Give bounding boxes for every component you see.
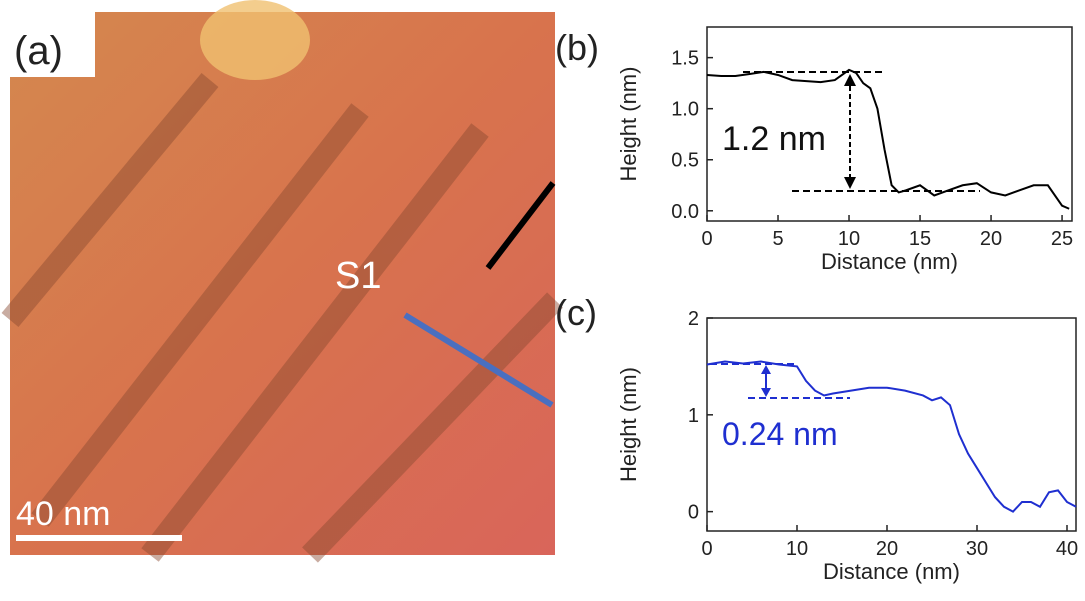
- x-tick-label: 25: [1051, 228, 1073, 250]
- x-tick-label: 10: [838, 228, 860, 250]
- scale-bar-label: 40 nm: [16, 495, 111, 533]
- y-axis-label: Height (nm): [616, 67, 641, 182]
- y-axis-label: Height (nm): [616, 367, 641, 482]
- panel-label: (b): [555, 27, 599, 68]
- x-tick-label: 15: [909, 228, 931, 250]
- figure: (a) S1 40 nm (b)05101520250.00.51.01.5Di…: [0, 0, 1085, 596]
- x-axis-label: Distance (nm): [821, 249, 958, 274]
- y-tick-label: 0: [688, 502, 699, 524]
- x-axis-label: Distance (nm): [823, 559, 960, 584]
- line-label: S1: [335, 255, 381, 297]
- arrow-head: [844, 74, 856, 189]
- x-tick-label: 30: [966, 538, 988, 560]
- panel-label: (a): [14, 29, 63, 73]
- annotation: 1.2 nm: [722, 120, 826, 158]
- y-tick-label: 2: [688, 308, 699, 330]
- y-tick-label: 0.5: [671, 150, 699, 172]
- x-tick-label: 10: [786, 538, 808, 560]
- x-tick-label: 40: [1056, 538, 1078, 560]
- x-tick-label: 0: [701, 538, 712, 560]
- panel-label: (c): [555, 292, 597, 333]
- x-tick-label: 20: [876, 538, 898, 560]
- x-tick-label: 20: [980, 228, 1002, 250]
- y-tick-label: 0.0: [671, 201, 699, 223]
- y-tick-label: 1.5: [671, 48, 699, 70]
- y-tick-label: 1.0: [671, 99, 699, 121]
- x-tick-label: 5: [772, 228, 783, 250]
- x-tick-label: 0: [701, 228, 712, 250]
- stm-image: (a) S1 40 nm: [10, 0, 555, 555]
- y-tick-label: 1: [688, 405, 699, 427]
- annotation: 0.24 nm: [722, 416, 838, 452]
